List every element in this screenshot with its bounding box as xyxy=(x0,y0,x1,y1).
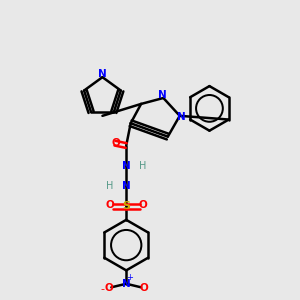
Text: N: N xyxy=(122,161,130,171)
Text: N: N xyxy=(177,112,186,122)
Text: O: O xyxy=(106,200,114,210)
Text: N: N xyxy=(98,69,107,79)
Text: N: N xyxy=(122,279,130,289)
Text: H: H xyxy=(139,161,146,171)
Text: H: H xyxy=(106,181,114,191)
Text: O: O xyxy=(140,283,148,293)
Text: O: O xyxy=(111,138,120,148)
Text: O: O xyxy=(138,200,147,210)
Text: O: O xyxy=(104,283,113,293)
Text: N: N xyxy=(122,181,130,191)
Text: +: + xyxy=(127,273,134,282)
Text: -: - xyxy=(100,284,104,294)
Text: N: N xyxy=(158,90,166,100)
Text: S: S xyxy=(122,202,130,212)
